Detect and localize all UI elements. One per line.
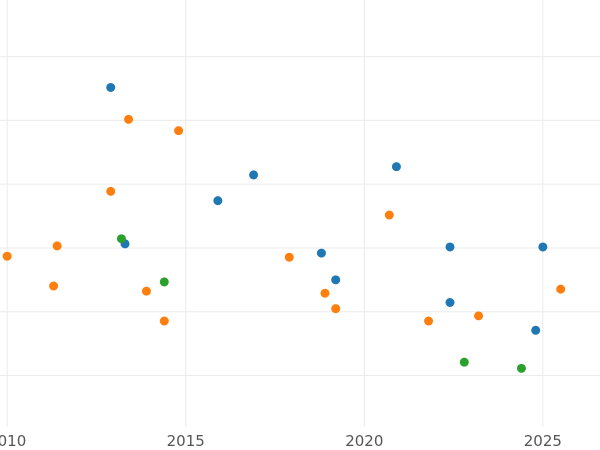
data-point-series-1	[445, 298, 455, 308]
data-point-series-3	[459, 357, 469, 367]
data-point-series-1	[106, 82, 116, 92]
data-points	[2, 82, 566, 373]
data-point-series-1	[316, 248, 326, 258]
data-point-series-1	[531, 325, 541, 335]
data-point-series-2	[556, 284, 566, 294]
data-point-series-3	[516, 363, 526, 373]
data-point-series-2	[320, 288, 330, 298]
data-point-series-2	[106, 186, 116, 196]
grid	[0, 0, 600, 427]
data-point-series-2	[52, 241, 62, 251]
data-point-series-2	[174, 126, 184, 136]
x-tick-label: 2020	[345, 432, 383, 450]
x-axis-tick-labels: 2010 2015 2020 2025	[0, 432, 562, 450]
data-point-series-2	[159, 316, 169, 326]
data-point-series-2	[284, 252, 294, 262]
data-point-series-3	[159, 277, 169, 287]
data-point-series-2	[331, 304, 341, 314]
data-point-series-1	[213, 196, 223, 206]
data-point-series-1	[538, 242, 548, 252]
data-point-series-1	[391, 162, 401, 172]
data-point-series-2	[141, 286, 151, 296]
data-point-series-2	[124, 114, 134, 124]
data-point-series-2	[424, 316, 434, 326]
data-point-series-2	[474, 311, 484, 321]
x-tick-label: 2015	[167, 432, 205, 450]
x-tick-label: 2010	[0, 432, 26, 450]
data-point-series-1	[249, 170, 259, 180]
data-point-series-1	[331, 275, 341, 285]
data-point-series-2	[2, 251, 12, 261]
data-point-series-3	[116, 234, 126, 244]
data-point-series-2	[384, 210, 394, 220]
x-tick-label: 2025	[524, 432, 562, 450]
data-point-series-2	[49, 281, 59, 291]
data-point-series-1	[445, 242, 455, 252]
